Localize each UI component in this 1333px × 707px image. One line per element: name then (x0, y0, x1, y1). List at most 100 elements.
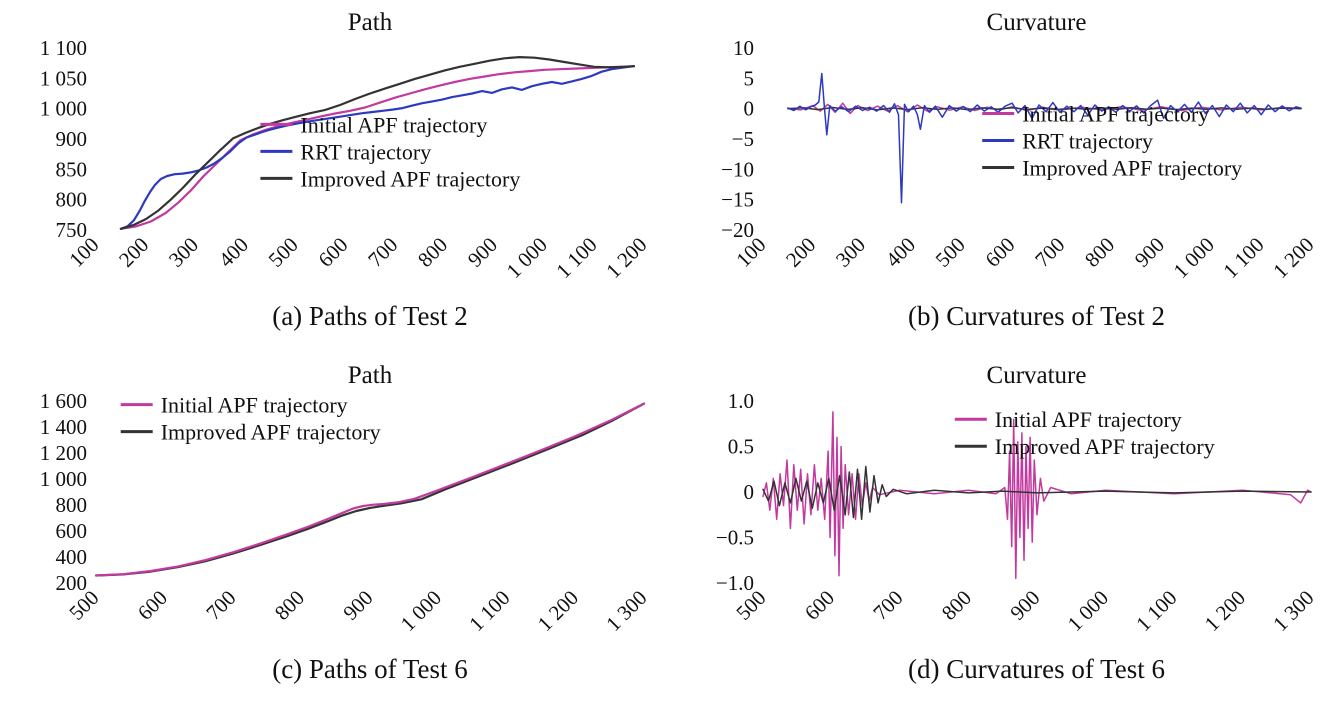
y-tick-label: 10 (733, 40, 754, 60)
chart-d-plot: 500 600 700 800 900 1 000 1 100 1 200 1 300−1.0−… (715, 393, 1318, 636)
x-tick-labels: 500 600 700 800 900 1 000 1 100 1 200 1 300 (731, 586, 1318, 636)
y-tick-label: 1 000 (40, 97, 87, 121)
x-tick-label: 900 (1129, 233, 1168, 272)
x-tick-label: 1 000 (502, 233, 552, 283)
chart-b-caption: (b) Curvatures of Test 2 (907, 301, 1166, 331)
series-rrt (786, 72, 1302, 204)
x-tick-label: 800 (936, 586, 975, 625)
y-tick-labels: −1.0 −0.5 0 0.5 1.0 (715, 393, 753, 595)
x-tick-label: 600 (313, 233, 352, 272)
x-tick-label: 500 (264, 233, 303, 272)
chart-d: Curvature 500 600 700 800 900 1 000 1 100 1 200… (666, 353, 1333, 707)
x-tick-label: 1 200 (1199, 586, 1249, 636)
chart-c-caption: (c) Paths of Test 6 (272, 654, 468, 684)
x-tick-labels: 100 200 300 400 500 600 700 800 900 1 000 1 100 1 2… (731, 233, 1318, 283)
series-rrt (119, 65, 636, 230)
legend-label: Initial APF trajectory (994, 407, 1181, 432)
legend-label: Improved APF trajectory (161, 420, 381, 445)
y-tick-label: 1 200 (40, 441, 87, 465)
x-tick-label: 1 000 (1062, 586, 1112, 636)
y-tick-label: 800 (56, 188, 88, 212)
legend-label: Improved APF trajectory (300, 166, 520, 191)
series-initial-apf (119, 65, 636, 230)
x-tick-label: 1 100 (1218, 233, 1268, 283)
x-tick-label: 200 (114, 233, 153, 272)
legend-label: Improved APF trajectory (1022, 156, 1242, 181)
x-tick-label: 800 (413, 233, 452, 272)
legend-label: Improved APF trajectory (994, 434, 1214, 459)
x-tick-label: 1 300 (1268, 586, 1318, 636)
x-tick-label: 700 (363, 233, 402, 272)
legend-label: RRT trajectory (1022, 129, 1153, 154)
y-tick-label: 1.0 (727, 393, 753, 413)
y-tick-labels: −20 −15 −10 −5 0 5 10 (721, 40, 754, 242)
y-tick-labels: 750 800 850 900 1 000 1 050 1 100 (40, 40, 87, 242)
y-tick-label: 750 (56, 218, 88, 242)
x-tick-label: 800 (1079, 233, 1118, 272)
x-tick-label: 1 200 (533, 586, 583, 636)
y-tick-label: 1 050 (40, 66, 87, 90)
x-tick-label: 1 000 (396, 586, 446, 636)
x-tick-label: 600 (980, 233, 1019, 272)
y-tick-label: 5 (743, 66, 754, 90)
y-tick-label: 200 (56, 571, 88, 595)
chart-a: Path 100 200 300 400 500 600 700 800 900 1 000 1 1… (0, 0, 666, 353)
legend-label: RRT trajectory (300, 139, 431, 164)
chart-a-plot: 100 200 300 400 500 600 700 800 900 1 000 1 100 1 2… (40, 40, 652, 283)
chart-b-plot: 100 200 300 400 500 600 700 800 900 1 000 1 100 1 2… (721, 40, 1318, 283)
y-tick-label: 0 (743, 97, 754, 121)
x-tick-label: 1 200 (601, 233, 651, 283)
y-tick-label: 1 000 (40, 467, 87, 491)
y-tick-label: 900 (56, 127, 88, 151)
chart-b-title: Curvature (986, 9, 1087, 36)
x-tick-label: 1 100 (464, 586, 514, 636)
chart-c-title: Path (347, 362, 393, 389)
x-tick-label: 600 (133, 586, 172, 625)
series-improved-apf (119, 56, 636, 230)
y-tick-label: 850 (56, 157, 88, 181)
x-tick-labels: 100 200 300 400 500 600 700 800 900 1 000 1 100 1 2… (64, 233, 651, 283)
x-tick-label: 400 (880, 233, 919, 272)
x-tick-label: 400 (214, 233, 253, 272)
x-tick-label: 1 300 (601, 586, 651, 636)
y-tick-label: 400 (56, 545, 88, 569)
y-tick-label: −15 (721, 188, 754, 212)
x-tick-label: 800 (270, 586, 309, 625)
x-tick-label: 1 000 (1168, 233, 1218, 283)
chart-d-title: Curvature (986, 362, 1087, 389)
chart-c: Path 500 600 700 800 900 1 000 1 100 1 200 1 300… (0, 353, 666, 707)
y-tick-label: 1 600 (40, 393, 87, 413)
chart-a-title: Path (347, 9, 393, 36)
y-tick-label: −0.5 (715, 526, 753, 550)
x-tick-label: 500 (930, 233, 969, 272)
x-tick-label: 1 200 (1268, 233, 1318, 283)
y-tick-label: 0.5 (727, 435, 753, 459)
y-tick-label: −20 (721, 218, 754, 242)
x-tick-label: 300 (830, 233, 869, 272)
x-tick-label: 900 (463, 233, 502, 272)
y-tick-label: −1.0 (715, 571, 753, 595)
x-tick-label: 1 100 (551, 233, 601, 283)
chart-a-caption: (a) Paths of Test 2 (272, 301, 468, 331)
x-tick-label: 700 (1030, 233, 1069, 272)
legend-label: Initial APF trajectory (300, 112, 487, 137)
x-tick-label: 900 (1005, 586, 1044, 625)
y-tick-label: −10 (721, 157, 754, 181)
series-initial-apf (94, 402, 646, 577)
y-tick-label: 1 100 (40, 40, 87, 60)
x-tick-label: 600 (799, 586, 838, 625)
series-improved-apf (761, 465, 1312, 521)
x-tick-label: 900 (338, 586, 377, 625)
x-tick-label: 200 (781, 233, 820, 272)
y-tick-label: 800 (56, 493, 88, 517)
chart-d-caption: (d) Curvatures of Test 6 (907, 654, 1166, 684)
y-tick-label: 0 (743, 480, 754, 504)
x-tick-label: 700 (201, 586, 240, 625)
x-tick-labels: 500 600 700 800 900 1 000 1 100 1 200 1 300 (64, 586, 651, 636)
